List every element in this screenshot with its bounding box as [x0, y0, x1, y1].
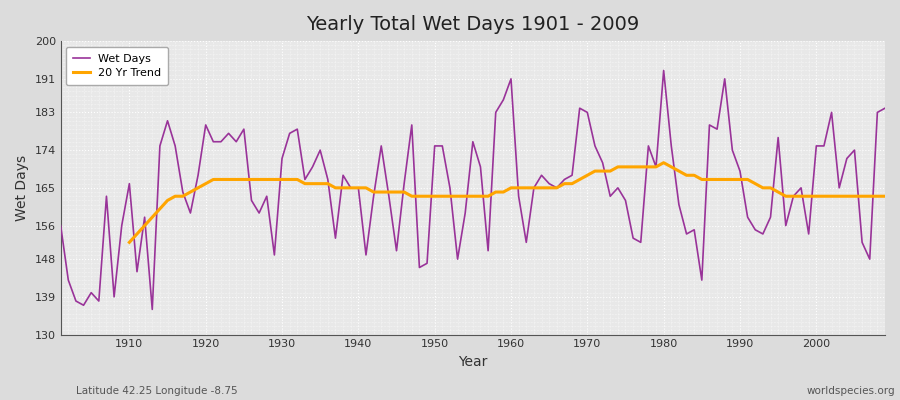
Line: 20 Yr Trend: 20 Yr Trend: [130, 163, 885, 242]
20 Yr Trend: [269, 177, 280, 182]
Wet Days: [513, 194, 524, 199]
Wet Days: [658, 68, 669, 73]
Wet Days: [147, 307, 158, 312]
Wet Days: [879, 106, 890, 110]
20 Yr Trend: [826, 194, 837, 199]
Line: Wet Days: Wet Days: [60, 70, 885, 310]
Wet Days: [292, 127, 302, 132]
20 Yr Trend: [513, 186, 524, 190]
20 Yr Trend: [574, 177, 585, 182]
Y-axis label: Wet Days: Wet Days: [15, 155, 29, 221]
20 Yr Trend: [300, 181, 310, 186]
Title: Yearly Total Wet Days 1901 - 2009: Yearly Total Wet Days 1901 - 2009: [306, 15, 640, 34]
20 Yr Trend: [124, 240, 135, 245]
Wet Days: [605, 194, 616, 199]
Wet Days: [116, 223, 127, 228]
20 Yr Trend: [849, 194, 859, 199]
Wet Days: [506, 76, 517, 81]
X-axis label: Year: Year: [458, 355, 488, 369]
Wet Days: [55, 223, 66, 228]
Text: worldspecies.org: worldspecies.org: [807, 386, 896, 396]
Wet Days: [338, 173, 348, 178]
Legend: Wet Days, 20 Yr Trend: Wet Days, 20 Yr Trend: [67, 47, 168, 85]
20 Yr Trend: [879, 194, 890, 199]
Text: Latitude 42.25 Longitude -8.75: Latitude 42.25 Longitude -8.75: [76, 386, 238, 396]
20 Yr Trend: [658, 160, 669, 165]
